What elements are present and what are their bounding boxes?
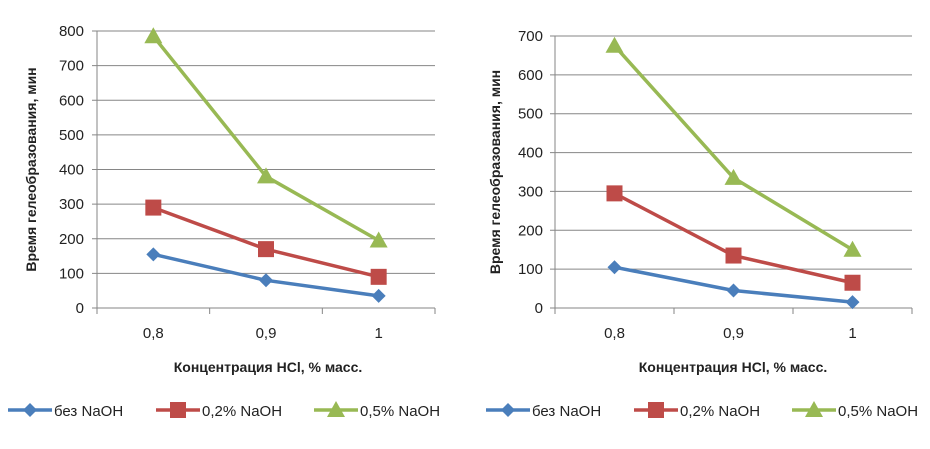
y-axis-title: Время гелеобразования, мин — [487, 70, 503, 274]
chart-1: 0 100 200 300 400 500 600 700 800 0,8 0,9 1 Концентр… — [8, 23, 440, 420]
y-tick-label: 200 — [59, 231, 84, 248]
diamond-marker — [371, 288, 386, 303]
triangle-marker — [805, 401, 823, 417]
series-3 — [144, 27, 388, 248]
x-axis-title: Концентрация HCl, % масс. — [174, 359, 363, 375]
triangle-marker — [843, 240, 862, 257]
legend-label: 0,2% NaOH — [680, 403, 760, 420]
series-line — [151, 35, 380, 243]
y-tick-label: 300 — [518, 183, 543, 200]
square-marker — [170, 402, 186, 418]
triangle-marker — [257, 167, 275, 184]
diamond-marker — [23, 403, 37, 417]
diamond-marker — [726, 283, 741, 298]
diamond-marker — [845, 295, 860, 310]
y-tick-label: 0 — [535, 300, 543, 317]
series-1 — [146, 247, 386, 303]
square-marker — [725, 247, 742, 264]
series-1 — [607, 260, 860, 310]
y-tick-label: 500 — [518, 106, 543, 123]
square-marker — [258, 241, 274, 258]
y-axis-title: Время гелеобразования, мин — [23, 67, 39, 271]
series-line — [613, 44, 854, 252]
triangle-marker — [605, 36, 624, 53]
y-tick-label: 600 — [518, 67, 543, 84]
series-2 — [145, 199, 387, 285]
y-tick-label: 200 — [518, 222, 543, 239]
diamond-marker — [501, 403, 515, 417]
series-3 — [605, 36, 862, 257]
x-tick-label: 1 — [374, 325, 382, 342]
diamond-marker — [259, 273, 273, 288]
legend-label: 0,5% NaOH — [838, 403, 918, 420]
triangle-marker — [369, 231, 388, 248]
y-tick-label: 400 — [59, 162, 84, 179]
legend-label: 0,5% NaOH — [360, 403, 440, 420]
series-2 — [606, 185, 861, 291]
square-marker — [648, 402, 664, 418]
diamond-marker — [146, 247, 161, 262]
square-marker — [145, 199, 162, 216]
y-tick-label: 700 — [518, 28, 543, 45]
y-tick-label: 600 — [59, 92, 84, 109]
square-marker — [844, 274, 861, 291]
legend: без NaOH 0,2% NaOH 0,5% NaOH — [486, 401, 918, 420]
y-tick-label: 300 — [59, 196, 84, 213]
y-tick-label: 0 — [76, 300, 84, 317]
x-tick-label: 0,8 — [604, 325, 625, 342]
legend: без NaOH 0,2% NaOH 0,5% NaOH — [8, 401, 440, 420]
square-marker — [370, 268, 387, 285]
x-tick-label: 0,8 — [143, 325, 164, 342]
triangle-marker — [327, 401, 345, 417]
triangle-marker — [144, 27, 163, 44]
x-tick-label: 0,9 — [723, 325, 744, 342]
legend-label: без NaOH — [54, 403, 123, 420]
y-tick-label: 800 — [59, 23, 84, 40]
y-tick-label: 700 — [59, 58, 84, 75]
triangle-marker — [724, 168, 743, 185]
diamond-marker — [607, 260, 622, 275]
x-axis-title: Концентрация HCl, % масс. — [639, 359, 828, 375]
y-tick-label: 100 — [59, 265, 84, 282]
legend-label: 0,2% NaOH — [202, 403, 282, 420]
x-tick-label: 1 — [848, 325, 856, 342]
y-tick-label: 500 — [59, 127, 84, 144]
legend-label: без NaOH — [532, 403, 601, 420]
y-tick-label: 100 — [518, 261, 543, 278]
x-tick-label: 0,9 — [256, 325, 277, 342]
square-marker — [606, 185, 623, 202]
chart-2: 0 100 200 300 400 500 600 700 0,8 0,9 1 Концентраци… — [486, 28, 918, 420]
y-tick-label: 400 — [518, 145, 543, 162]
